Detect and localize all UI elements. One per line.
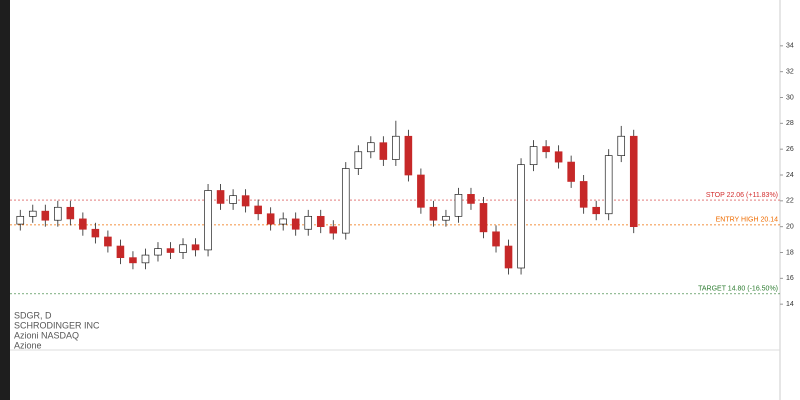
- candle-body: [629, 135, 638, 228]
- level-label: STOP 22.06 (+11.83%): [706, 192, 778, 199]
- y-tick-label: 30: [786, 94, 794, 101]
- candle-body: [91, 228, 100, 238]
- candle-body: [254, 205, 262, 215]
- candle-body: [354, 151, 363, 169]
- candle-body: [379, 142, 388, 160]
- candle-body: [517, 164, 525, 269]
- level-label: TARGET 14.80 (-16.50%): [698, 286, 778, 293]
- company: SCHRODINGER INC: [14, 320, 100, 330]
- candle-body: [279, 218, 287, 225]
- candle-body: [191, 244, 200, 251]
- y-tick-label: 14: [786, 301, 794, 308]
- candle-body: [28, 210, 37, 217]
- candle-body: [166, 248, 175, 253]
- candle-body: [66, 206, 75, 220]
- y-tick-label: 26: [786, 146, 794, 153]
- y-tick-label: 18: [786, 249, 794, 256]
- candle-body: [316, 215, 325, 228]
- y-tick-label: 20: [786, 224, 794, 231]
- level-label: ENTRY HIGH 20.14: [716, 217, 778, 224]
- candle-body: [479, 203, 488, 233]
- toolbar: [0, 0, 10, 400]
- candle-body: [404, 135, 413, 176]
- candle-body: [604, 155, 613, 215]
- candle-body: [504, 245, 513, 269]
- candle-body: [229, 195, 237, 204]
- candle-body: [16, 215, 25, 225]
- candle-body: [216, 190, 225, 204]
- candle-body: [79, 218, 87, 230]
- candle-body: [492, 231, 500, 247]
- candle-body: [141, 254, 150, 264]
- candle-body: [104, 236, 112, 247]
- exchange: Azioni NASDAQ: [14, 330, 79, 340]
- y-tick-label: 28: [786, 120, 794, 127]
- candle-body: [592, 206, 600, 215]
- candle-body: [567, 161, 575, 182]
- candle-body: [454, 194, 463, 217]
- candle-body: [392, 135, 400, 160]
- y-tick-label: 24: [786, 172, 794, 179]
- candle-body: [579, 181, 588, 208]
- candle-body: [442, 215, 450, 221]
- candle-body: [54, 206, 62, 221]
- candle-body: [529, 146, 538, 166]
- candle-body: [542, 146, 550, 153]
- candle-body: [291, 218, 300, 230]
- candle-body: [429, 206, 438, 221]
- candle-body: [367, 142, 375, 153]
- candle-body: [341, 168, 350, 234]
- y-tick-label: 34: [786, 43, 794, 50]
- candle-body: [241, 195, 250, 207]
- y-tick-label: 22: [786, 198, 794, 205]
- candle-body: [554, 151, 563, 163]
- symbol: SDGR, D: [14, 310, 52, 320]
- candle-body: [204, 190, 212, 251]
- candle-body: [467, 194, 475, 204]
- y-tick-label: 16: [786, 275, 794, 282]
- candle-body: [329, 226, 338, 234]
- candle-body: [266, 213, 275, 225]
- asset-type: Azione: [14, 340, 42, 350]
- candle-body: [617, 135, 626, 156]
- candle-body: [304, 215, 313, 230]
- candle-body: [154, 248, 162, 256]
- candle-body: [129, 257, 137, 264]
- candle-body: [417, 174, 425, 208]
- candle-body: [116, 245, 125, 259]
- candle-body: [41, 210, 50, 221]
- candle-body: [179, 244, 187, 253]
- y-tick-label: 32: [786, 69, 794, 76]
